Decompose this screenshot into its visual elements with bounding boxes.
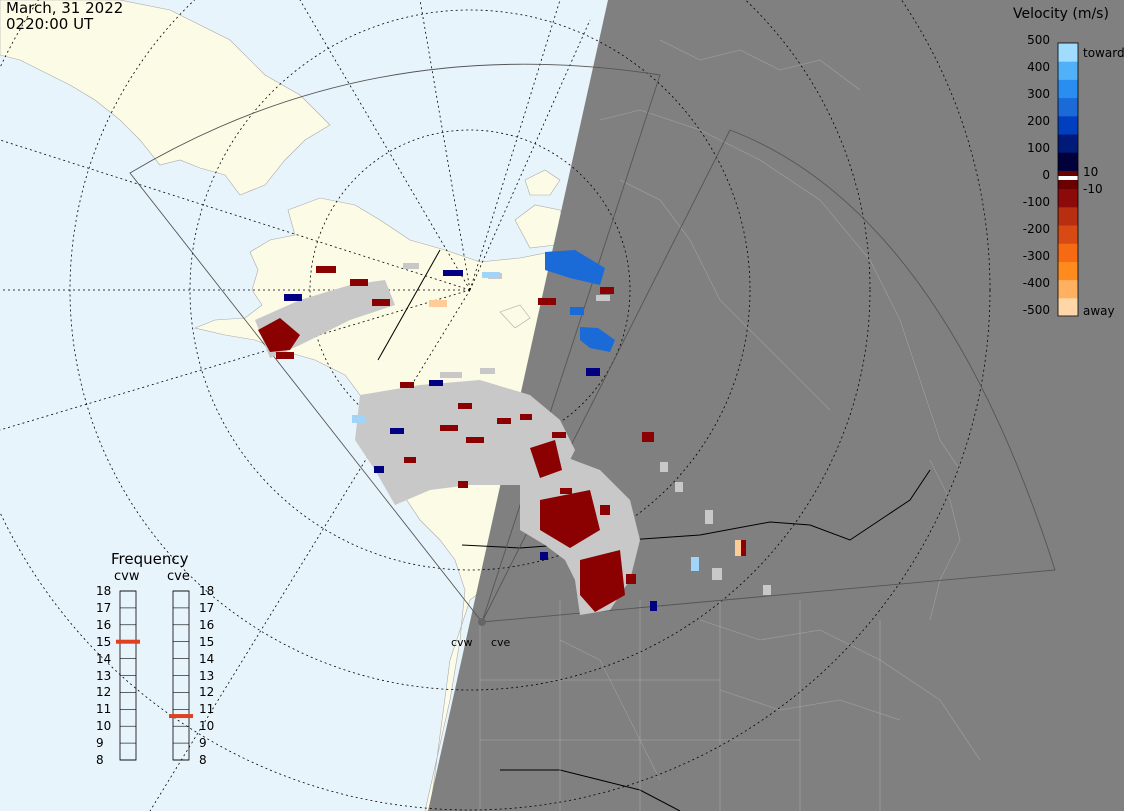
colorbar-title: Velocity (m/s) bbox=[1013, 6, 1109, 22]
radar-fov bbox=[129, 63, 1056, 623]
colorbar-tick-label: -200 bbox=[1022, 222, 1050, 236]
colorbar-tick-label: 300 bbox=[1027, 87, 1050, 101]
arctic-island-2 bbox=[524, 169, 561, 196]
colorbar-swatch bbox=[1058, 134, 1078, 153]
frequency-scale-label: 15 bbox=[96, 634, 112, 649]
radar-label-cve: cve bbox=[491, 636, 511, 649]
frequency-title: Frequency bbox=[111, 550, 189, 568]
frequency-scale-label: 10 bbox=[96, 719, 112, 734]
frequency-scale-label: 17 bbox=[96, 600, 112, 615]
frequency-scale-label: 11 bbox=[96, 702, 112, 717]
geo-grid bbox=[0, 0, 991, 811]
colorbar-swatch bbox=[1058, 61, 1078, 80]
frequency-scale-label: 14 bbox=[96, 651, 112, 666]
colorbar-zero-band bbox=[1058, 176, 1078, 180]
state-lines bbox=[479, 600, 881, 811]
frequency-scale-label: 8 bbox=[199, 753, 207, 767]
freq-radar-label-cvw: cvw bbox=[114, 569, 140, 584]
frequency-scale-label: 17 bbox=[199, 600, 215, 615]
north-america-land bbox=[194, 197, 621, 811]
colorbar-swatch bbox=[1058, 225, 1078, 244]
colorbar-swatch bbox=[1058, 79, 1078, 99]
colorbar-swatch bbox=[1058, 43, 1078, 62]
colorbar-swatch bbox=[1058, 152, 1078, 171]
colorbar-frame bbox=[1057, 42, 1079, 317]
colorbar-tick-label: 200 bbox=[1027, 114, 1050, 128]
colorbar-tick-label: 100 bbox=[1027, 141, 1050, 155]
frequency-scale-label: 16 bbox=[199, 617, 215, 632]
colorbar-toward-label: toward bbox=[1083, 46, 1124, 60]
freq-radar-label-cve: cve bbox=[167, 569, 190, 584]
colorbar-swatch bbox=[1058, 206, 1078, 226]
date-label: March, 31 2022 bbox=[6, 0, 124, 17]
frequency-scale-label: 18 bbox=[96, 584, 112, 598]
colorbar-swatch bbox=[1058, 97, 1078, 117]
radar-site-marker[interactable] bbox=[478, 618, 486, 626]
colorbar-tick-label: -400 bbox=[1022, 276, 1050, 290]
frequency-scale-label: 8 bbox=[96, 753, 104, 767]
frequency-scale-label: 9 bbox=[199, 736, 207, 751]
siberia-land bbox=[0, 0, 331, 196]
colorbar-swatch bbox=[1058, 115, 1078, 135]
frequency-scale-label: 12 bbox=[199, 685, 215, 700]
toward-echoes bbox=[284, 250, 741, 611]
away-echoes bbox=[258, 266, 746, 612]
colorbar-swatch bbox=[1058, 243, 1078, 262]
colorbar-tick-label: -500 bbox=[1022, 303, 1050, 317]
colorbar-swatch bbox=[1058, 188, 1078, 208]
radar-label-cvw: cvw bbox=[451, 636, 473, 649]
colorbar-inner-tick-pos: 10 bbox=[1083, 165, 1099, 179]
frequency-marker-cvw bbox=[116, 639, 140, 644]
time-label: 0220:00 UT bbox=[6, 15, 94, 33]
colorbar-tick-label: 400 bbox=[1027, 60, 1050, 74]
arctic-island-3 bbox=[499, 304, 531, 329]
colorbar-tick-label: 0 bbox=[1042, 168, 1050, 182]
frequency-marker-cve bbox=[169, 714, 193, 719]
colorbar-tick-label: -100 bbox=[1022, 195, 1050, 209]
frequency-scale-label: 16 bbox=[96, 617, 112, 632]
colorbar-tick-label: 500 bbox=[1027, 33, 1050, 47]
colorbar-tick-label: -300 bbox=[1022, 249, 1050, 263]
frequency-scale-label: 13 bbox=[199, 668, 215, 683]
frequency-scale-label: 9 bbox=[96, 736, 104, 751]
colorbar-swatch bbox=[1058, 261, 1078, 281]
colorbar-away-label: away bbox=[1083, 304, 1115, 318]
frequency-gauges bbox=[116, 590, 193, 761]
frequency-scale-label: 10 bbox=[199, 719, 215, 734]
velocity-colorbar bbox=[1057, 42, 1079, 317]
frequency-scale-label: 11 bbox=[199, 702, 215, 717]
frequency-scale-label: 14 bbox=[199, 651, 215, 666]
colorbar-inner-tick-neg: -10 bbox=[1083, 182, 1103, 196]
colorbar-swatch bbox=[1058, 297, 1078, 317]
frequency-scale-label: 18 bbox=[199, 584, 215, 598]
frequency-scale-label: 13 bbox=[96, 668, 112, 683]
frequency-scale-label: 12 bbox=[96, 685, 112, 700]
colorbar-swatch bbox=[1058, 279, 1078, 299]
frequency-scale-label: 15 bbox=[199, 634, 215, 649]
